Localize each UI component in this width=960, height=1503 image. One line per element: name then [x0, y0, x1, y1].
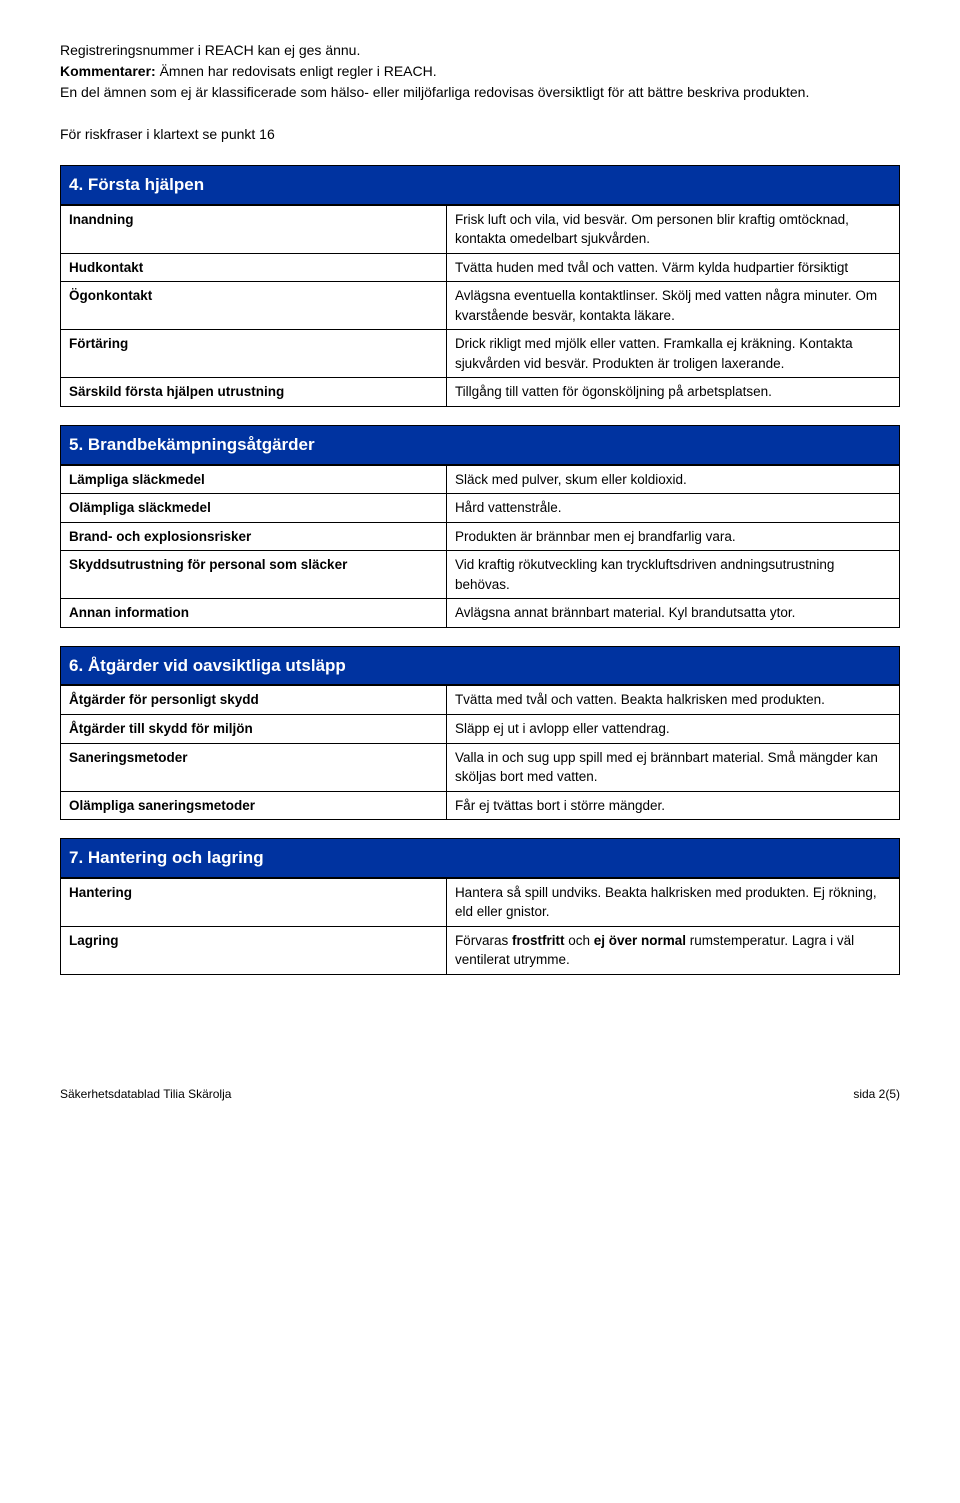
intro-line1: Registreringsnummer i REACH kan ej ges ä… — [60, 40, 900, 61]
row-val: Tillgång till vatten för ögonsköljning p… — [446, 378, 899, 407]
row-val: Förvaras frostfritt och ej över normal r… — [446, 926, 899, 974]
table-row: Annan information Avlägsna annat brännba… — [61, 599, 900, 628]
row-key: Lämpliga släckmedel — [61, 465, 447, 494]
section-6-heading: 6. Åtgärder vid oavsiktliga utsläpp — [60, 646, 900, 686]
row-key: Saneringsmetoder — [61, 743, 447, 791]
table-row: Olämpliga släckmedel Hård vattenstråle. — [61, 494, 900, 523]
row-key: Skyddsutrustning för personal som släcke… — [61, 551, 447, 599]
intro-line2-bold: Kommentarer: — [60, 63, 156, 79]
row-key: Förtäring — [61, 330, 447, 378]
row-key: Särskild första hjälpen utrustning — [61, 378, 447, 407]
row-val: Avlägsna eventuella kontaktlinser. Skölj… — [446, 282, 899, 330]
row-val: Frisk luft och vila, vid besvär. Om pers… — [446, 205, 899, 253]
table-row: Skyddsutrustning för personal som släcke… — [61, 551, 900, 599]
table-row: Åtgärder för personligt skydd Tvätta med… — [61, 686, 900, 715]
section-5-heading: 5. Brandbekämpningsåtgärder — [60, 425, 900, 465]
row-key: Inandning — [61, 205, 447, 253]
row-key: Olämpliga släckmedel — [61, 494, 447, 523]
row-key: Hantering — [61, 878, 447, 926]
row-val: Vid kraftig rökutveckling kan trycklufts… — [446, 551, 899, 599]
table-row: Ögonkontakt Avlägsna eventuella kontaktl… — [61, 282, 900, 330]
row-key: Ögonkontakt — [61, 282, 447, 330]
footer-right: sida 2(5) — [853, 1085, 900, 1103]
section-4-heading: 4. Första hjälpen — [60, 165, 900, 205]
table-row: Hantering Hantera så spill undviks. Beak… — [61, 878, 900, 926]
row-val: Hård vattenstråle. — [446, 494, 899, 523]
row-val: Släck med pulver, skum eller koldioxid. — [446, 465, 899, 494]
section-7-table: Hantering Hantera så spill undviks. Beak… — [60, 878, 900, 975]
section-4-table: Inandning Frisk luft och vila, vid besvä… — [60, 205, 900, 408]
table-row: Lagring Förvaras frostfritt och ej över … — [61, 926, 900, 974]
row-key: Lagring — [61, 926, 447, 974]
row-key: Hudkontakt — [61, 253, 447, 282]
table-row: Lämpliga släckmedel Släck med pulver, sk… — [61, 465, 900, 494]
footer-left: Säkerhetsdatablad Tilia Skärolja — [60, 1085, 231, 1103]
footer: Säkerhetsdatablad Tilia Skärolja sida 2(… — [60, 1085, 900, 1103]
table-row: Saneringsmetoder Valla in och sug upp sp… — [61, 743, 900, 791]
intro-line2: Kommentarer: Ämnen har redovisats enligt… — [60, 61, 900, 82]
row-key: Olämpliga saneringsmetoder — [61, 791, 447, 820]
table-row: Förtäring Drick rikligt med mjölk eller … — [61, 330, 900, 378]
row-val: Produkten är brännbar men ej brandfarlig… — [446, 522, 899, 551]
intro-line2-rest: Ämnen har redovisats enligt regler i REA… — [156, 63, 437, 79]
row-val: Tvätta med tvål och vatten. Beakta halkr… — [446, 686, 899, 715]
intro-line4: För riskfraser i klartext se punkt 16 — [60, 124, 900, 145]
row-key: Brand- och explosionsrisker — [61, 522, 447, 551]
row-val: Hantera så spill undviks. Beakta halkris… — [446, 878, 899, 926]
table-row: Olämpliga saneringsmetoder Får ej tvätta… — [61, 791, 900, 820]
section-5-table: Lämpliga släckmedel Släck med pulver, sk… — [60, 465, 900, 628]
section-7-heading: 7. Hantering och lagring — [60, 838, 900, 878]
table-row: Åtgärder till skydd för miljön Släpp ej … — [61, 714, 900, 743]
table-row: Inandning Frisk luft och vila, vid besvä… — [61, 205, 900, 253]
section-6-table: Åtgärder för personligt skydd Tvätta med… — [60, 685, 900, 820]
intro-line3: En del ämnen som ej är klassificerade so… — [60, 82, 900, 103]
table-row: Hudkontakt Tvätta huden med tvål och vat… — [61, 253, 900, 282]
intro-block: Registreringsnummer i REACH kan ej ges ä… — [60, 40, 900, 145]
table-row: Brand- och explosionsrisker Produkten är… — [61, 522, 900, 551]
row-val: Avlägsna annat brännbart material. Kyl b… — [446, 599, 899, 628]
row-key: Åtgärder för personligt skydd — [61, 686, 447, 715]
row-key: Åtgärder till skydd för miljön — [61, 714, 447, 743]
row-key: Annan information — [61, 599, 447, 628]
row-val: Tvätta huden med tvål och vatten. Värm k… — [446, 253, 899, 282]
table-row: Särskild första hjälpen utrustning Tillg… — [61, 378, 900, 407]
row-val: Valla in och sug upp spill med ej brännb… — [446, 743, 899, 791]
row-val: Släpp ej ut i avlopp eller vattendrag. — [446, 714, 899, 743]
row-val: Drick rikligt med mjölk eller vatten. Fr… — [446, 330, 899, 378]
row-val: Får ej tvättas bort i större mängder. — [446, 791, 899, 820]
